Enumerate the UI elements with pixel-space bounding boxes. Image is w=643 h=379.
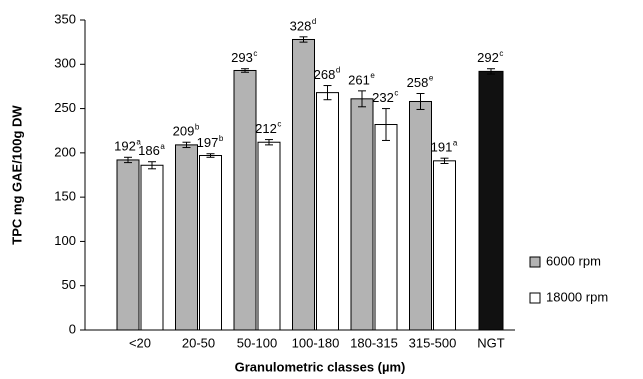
y-tick-label: 150 xyxy=(54,189,76,204)
x-tick-label: <20 xyxy=(129,335,151,350)
y-tick-label: 300 xyxy=(54,56,76,71)
data-label: 268 xyxy=(314,67,336,82)
legend-swatch xyxy=(529,292,541,304)
data-label-letter: d xyxy=(312,17,316,26)
bar xyxy=(116,159,140,331)
data-label: 293 xyxy=(231,50,253,65)
data-label: 197 xyxy=(197,135,219,150)
data-label-letter: b xyxy=(195,122,200,131)
y-tick-label: 200 xyxy=(54,144,76,159)
x-tick-label: 180-315 xyxy=(350,335,398,350)
x-tick-label: 20-50 xyxy=(182,335,215,350)
data-label: 209 xyxy=(173,124,195,139)
data-label: 328 xyxy=(290,18,312,33)
data-label-letter: e xyxy=(370,71,375,80)
data-label-letter: b xyxy=(219,134,224,143)
bar xyxy=(409,100,432,331)
bar xyxy=(316,92,339,331)
y-tick-label: 350 xyxy=(54,11,76,26)
data-label: 261 xyxy=(348,72,370,87)
legend-label: 18000 rpm xyxy=(546,289,608,304)
data-label-letter: d xyxy=(336,66,340,75)
bar xyxy=(233,69,257,331)
data-label: 212 xyxy=(255,121,277,136)
y-tick-label: 100 xyxy=(54,233,76,248)
bar xyxy=(350,98,374,331)
y-tick-label: 0 xyxy=(69,321,76,336)
bar xyxy=(478,70,504,331)
bar xyxy=(433,160,456,331)
data-label-letter: e xyxy=(429,74,434,83)
data-label-letter: a xyxy=(160,142,165,151)
data-label-letter: a xyxy=(453,138,458,147)
data-label-letter: c xyxy=(394,89,398,98)
bar xyxy=(140,164,164,331)
bar xyxy=(374,124,398,331)
y-tick-label: 50 xyxy=(62,277,76,292)
x-axis-title: Granulometric classes (µm) xyxy=(235,359,406,374)
data-label: 186 xyxy=(138,143,160,158)
y-tick-label: 250 xyxy=(54,100,76,115)
x-tick-label: 315-500 xyxy=(409,335,457,350)
data-label: 258 xyxy=(407,75,429,90)
bar xyxy=(175,144,198,331)
x-tick-label: 50-100 xyxy=(237,335,277,350)
x-tick-label: NGT xyxy=(477,335,505,350)
legend-swatch xyxy=(529,256,541,268)
bar xyxy=(199,155,222,331)
bar xyxy=(257,141,281,331)
data-label-letter: c xyxy=(253,49,257,58)
data-label: 191 xyxy=(431,140,453,155)
bar xyxy=(292,38,315,331)
data-label: 192 xyxy=(114,139,136,154)
data-label: 232 xyxy=(372,90,394,105)
data-label-letter: c xyxy=(499,49,503,58)
data-label-letter: c xyxy=(277,120,281,129)
data-label: 292 xyxy=(477,50,499,65)
x-tick-label: 100-180 xyxy=(292,335,340,350)
data-label-letter: a xyxy=(136,137,141,146)
y-axis-title: TPC mg GAE/100g DW xyxy=(9,105,24,245)
legend-label: 6000 rpm xyxy=(546,253,601,268)
